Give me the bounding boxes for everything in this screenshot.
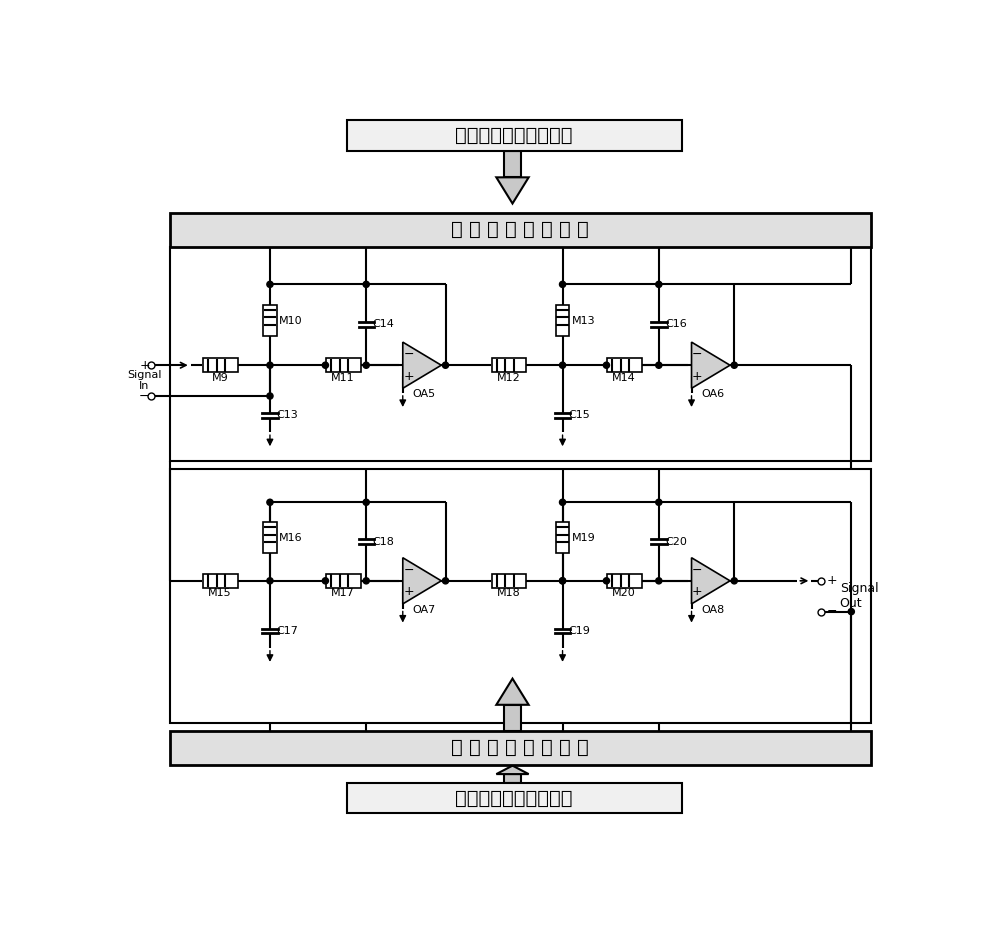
Circle shape — [363, 282, 369, 287]
Bar — [203, 358, 238, 372]
Text: 占空比可调脉冲信号源: 占空比可调脉冲信号源 — [455, 788, 573, 807]
Text: 占空比可调脉冲信号源: 占空比可调脉冲信号源 — [455, 126, 573, 145]
Text: 忆 阻 阻 值 调 节 电 路: 忆 阻 阻 值 调 节 电 路 — [451, 220, 589, 239]
Bar — [263, 306, 277, 336]
Text: M13: M13 — [572, 316, 595, 326]
Polygon shape — [692, 342, 730, 388]
Bar — [263, 522, 277, 553]
Text: M18: M18 — [497, 588, 521, 598]
Circle shape — [603, 578, 610, 584]
Circle shape — [559, 499, 566, 506]
Text: OA8: OA8 — [701, 605, 724, 615]
Text: OA5: OA5 — [412, 389, 436, 399]
Circle shape — [363, 578, 369, 584]
Bar — [326, 358, 361, 372]
Text: +: + — [827, 574, 837, 587]
Text: M9: M9 — [212, 372, 228, 382]
Bar — [492, 358, 526, 372]
Polygon shape — [496, 178, 529, 204]
Text: M14: M14 — [612, 372, 636, 382]
Bar — [504, 705, 521, 731]
Text: −: − — [827, 605, 837, 619]
Bar — [492, 574, 526, 588]
Circle shape — [656, 499, 662, 506]
Text: −: − — [692, 348, 703, 361]
Text: C18: C18 — [372, 536, 394, 546]
Bar — [170, 246, 871, 461]
Text: +: + — [403, 585, 414, 598]
Bar — [347, 120, 682, 151]
Bar — [556, 522, 569, 553]
Circle shape — [322, 578, 328, 584]
Text: −: − — [692, 564, 703, 577]
Text: M15: M15 — [208, 588, 232, 598]
Bar — [556, 306, 569, 336]
Text: M10: M10 — [279, 316, 303, 326]
Text: C14: C14 — [372, 319, 394, 330]
Text: M19: M19 — [572, 532, 596, 543]
Text: C19: C19 — [569, 626, 591, 636]
Text: Signal
In: Signal In — [127, 369, 162, 392]
Polygon shape — [403, 557, 441, 604]
Polygon shape — [692, 557, 730, 604]
Text: M17: M17 — [331, 588, 355, 598]
Bar — [170, 469, 871, 723]
Circle shape — [656, 282, 662, 287]
Circle shape — [363, 362, 369, 369]
Text: OA7: OA7 — [412, 605, 436, 615]
Text: C15: C15 — [569, 410, 590, 420]
Text: Signal
Out: Signal Out — [840, 582, 878, 610]
Text: +: + — [403, 369, 414, 382]
Polygon shape — [496, 679, 529, 705]
Bar — [504, 151, 521, 178]
Circle shape — [322, 362, 328, 369]
Text: C16: C16 — [665, 319, 687, 330]
Text: OA6: OA6 — [701, 389, 724, 399]
Circle shape — [442, 362, 449, 369]
Circle shape — [267, 578, 273, 584]
Bar — [347, 782, 682, 813]
Circle shape — [559, 578, 566, 584]
Text: M16: M16 — [279, 532, 303, 543]
Circle shape — [656, 578, 662, 584]
Text: C13: C13 — [276, 410, 298, 420]
Bar — [170, 731, 871, 765]
Text: C20: C20 — [665, 536, 687, 546]
Circle shape — [731, 578, 737, 584]
Text: +: + — [692, 369, 703, 382]
Bar — [504, 774, 521, 782]
Circle shape — [656, 362, 662, 369]
Polygon shape — [403, 342, 441, 388]
Bar — [326, 574, 361, 588]
Polygon shape — [496, 766, 529, 774]
Text: +: + — [692, 585, 703, 598]
Circle shape — [559, 578, 566, 584]
Circle shape — [731, 362, 737, 369]
Circle shape — [267, 362, 273, 369]
Text: −: − — [403, 564, 414, 577]
Circle shape — [442, 578, 449, 584]
Bar — [203, 574, 238, 588]
Circle shape — [603, 362, 610, 369]
Bar — [607, 574, 642, 588]
Circle shape — [267, 282, 273, 287]
Text: M11: M11 — [331, 372, 355, 382]
Text: M12: M12 — [497, 372, 521, 382]
Circle shape — [559, 362, 566, 369]
Text: C17: C17 — [276, 626, 298, 636]
Circle shape — [363, 499, 369, 506]
Circle shape — [267, 393, 273, 399]
Circle shape — [559, 282, 566, 287]
Bar — [170, 213, 871, 246]
Circle shape — [267, 499, 273, 506]
Text: −: − — [403, 348, 414, 361]
Text: M20: M20 — [612, 588, 636, 598]
Bar — [607, 358, 642, 372]
Text: +: + — [139, 358, 150, 371]
Circle shape — [848, 608, 854, 615]
Text: −: − — [139, 390, 150, 403]
Text: 忆 阻 阻 值 调 节 电 路: 忆 阻 阻 值 调 节 电 路 — [451, 738, 589, 757]
